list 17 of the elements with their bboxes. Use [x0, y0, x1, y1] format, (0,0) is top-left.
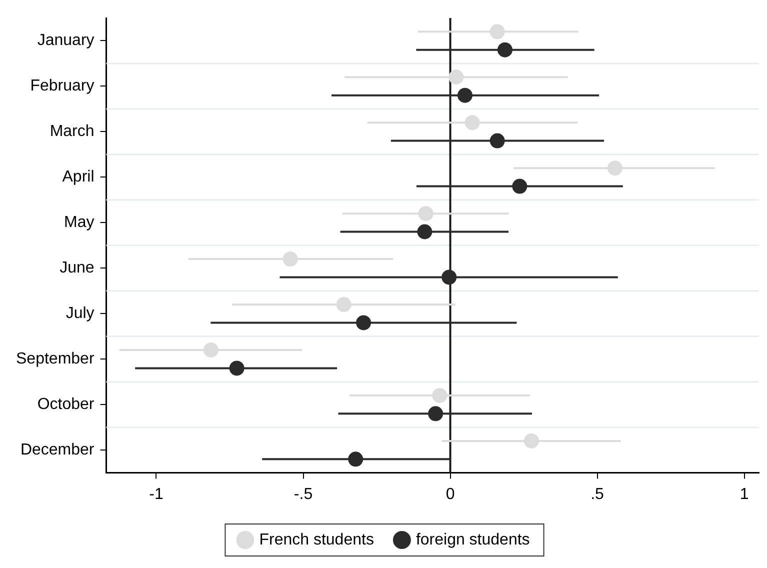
y-tick-label: May [64, 214, 94, 232]
y-tick-label: October [37, 396, 95, 413]
x-tick-label: 0 [446, 486, 455, 503]
y-tick-label: September [16, 350, 95, 368]
legend-label: foreign students [416, 531, 530, 548]
x-tick-label: .5 [590, 486, 604, 503]
x-tick-label: 1 [740, 486, 749, 503]
y-tick-label: December [20, 441, 95, 458]
y-tick-label: March [50, 123, 94, 140]
x-tick-label: -1 [149, 486, 164, 503]
y-tick-label: June [60, 260, 94, 277]
legend-label: French students [259, 531, 374, 548]
y-tick-label: April [62, 168, 94, 186]
y-tick-label: February [30, 78, 94, 95]
y-tick-label: July [66, 305, 94, 322]
x-tick-label: -.5 [294, 486, 313, 503]
y-tick-label: January [37, 32, 94, 50]
